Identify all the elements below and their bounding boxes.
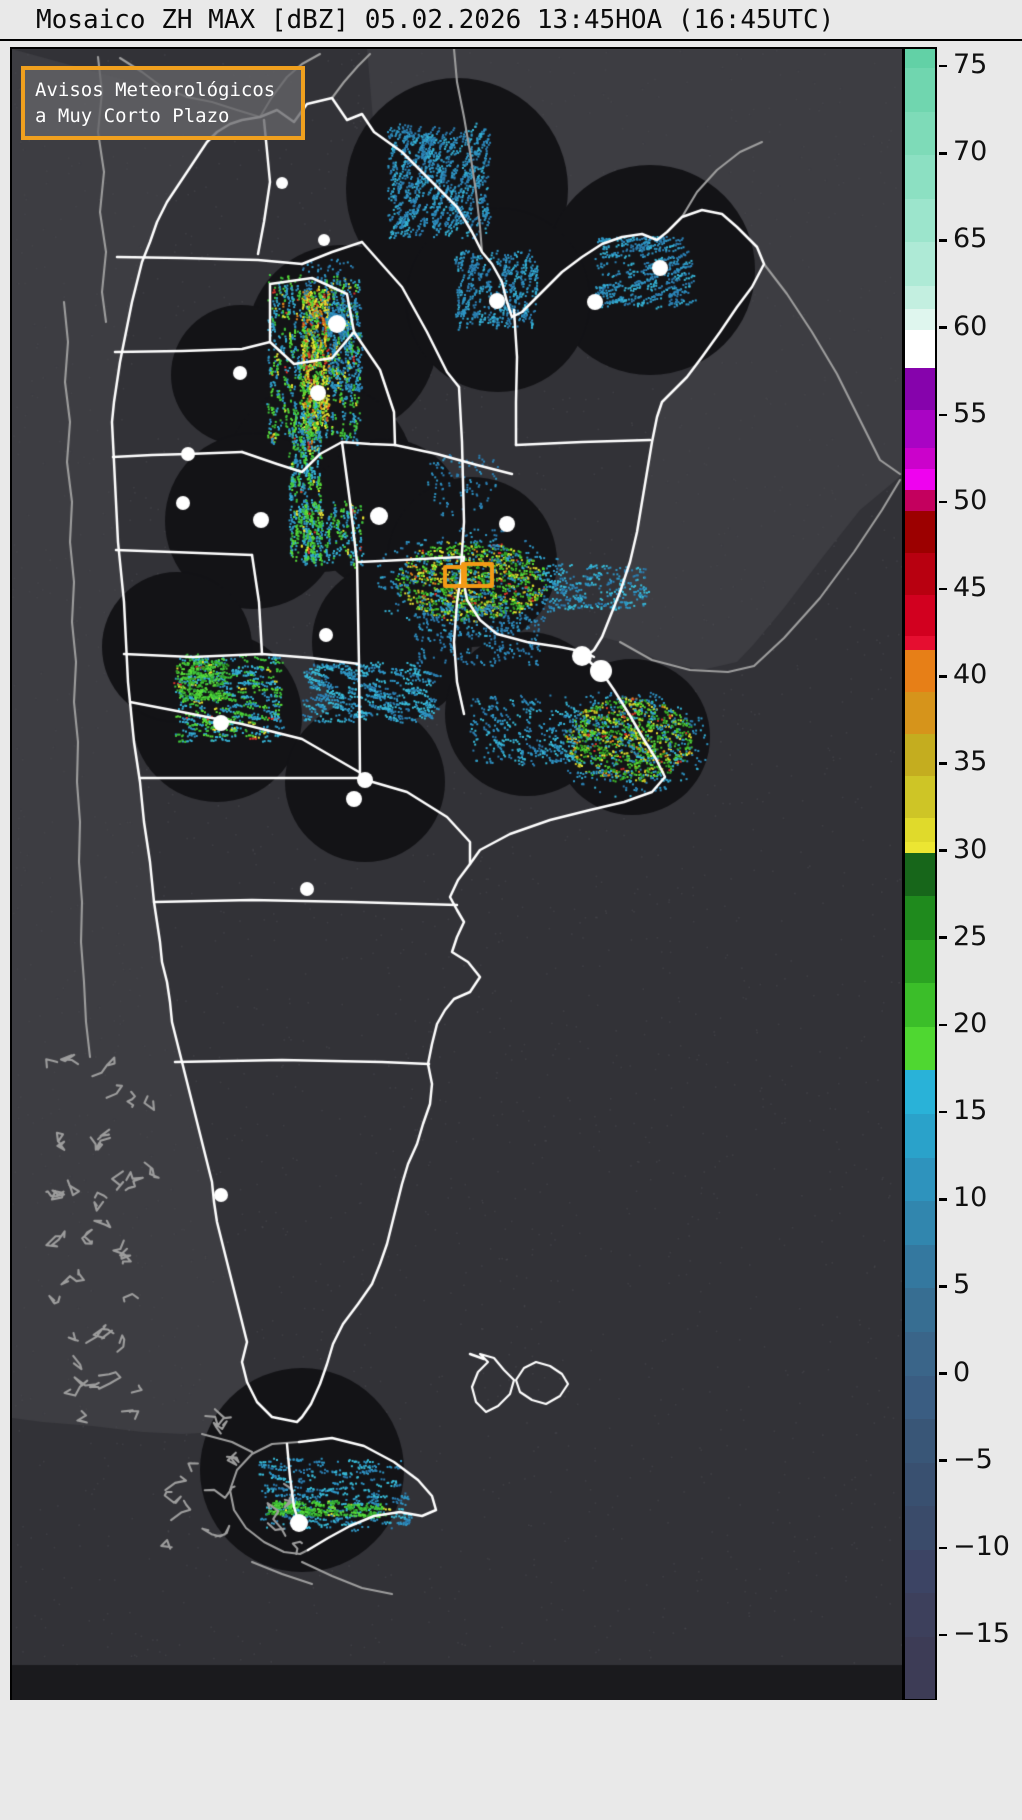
colorbar-segment [905, 1288, 935, 1333]
colorbar-segment [905, 817, 935, 843]
colorbar-segment [905, 1331, 935, 1377]
colorbar-segment [905, 469, 935, 491]
colorbar-tick-label: 60 [953, 310, 988, 342]
colorbar-segment [905, 1636, 935, 1699]
colorbar-tick-label: −10 [953, 1530, 1010, 1562]
colorbar-tick-label: 65 [953, 223, 988, 255]
colorbar-tick [939, 500, 947, 504]
colorbar-segment [905, 636, 935, 651]
colorbar-segment [905, 939, 935, 984]
colorbar-segment [905, 1506, 935, 1551]
colorbar-tick [939, 587, 947, 591]
colorbar-tick [939, 1197, 947, 1201]
colorbar-tick [939, 936, 947, 940]
colorbar-segment [905, 1244, 935, 1289]
colorbar-tick-label: 55 [953, 397, 988, 429]
colorbar-tick [939, 1285, 947, 1288]
footer: Servicio Meteorológico Nacional Argentin… [0, 1700, 1022, 1820]
colorbar-tick [939, 1023, 947, 1027]
colorbar-tick-label: −15 [953, 1617, 1010, 1649]
colorbar-segment [905, 286, 935, 310]
colorbar-segment [905, 155, 935, 200]
colorbar-segment [905, 983, 935, 1028]
colorbar-tick [939, 1546, 947, 1550]
warning-line-2: a Muy Corto Plazo [35, 105, 230, 127]
colorbar-tick-label: 50 [953, 484, 988, 516]
colorbar-tick-label: 35 [953, 746, 988, 778]
colorbar-tick [939, 849, 947, 852]
colorbar-segment [905, 409, 935, 449]
colorbar-tick [939, 1633, 947, 1637]
colorbar-segment [905, 594, 935, 638]
colorbar-segment [905, 692, 935, 735]
colorbar-tick-label: 20 [953, 1007, 988, 1039]
title-bar: Mosaico ZH MAX [dBZ] 05.02.2026 13:45HOA… [0, 0, 1022, 41]
colorbar-segment [905, 1201, 935, 1246]
colorbar-segment [905, 242, 935, 287]
colorbar-segment [905, 68, 935, 113]
colorbar-tick [939, 326, 947, 329]
colorbar-segment [905, 852, 935, 897]
colorbar-segment [905, 775, 935, 819]
colorbar-tick [939, 762, 947, 765]
colorbar-segment [905, 552, 935, 596]
warning-line-1: Avisos Meteorológicos [35, 79, 276, 101]
colorbar-segment [905, 329, 935, 369]
colorbar-tick [939, 1110, 947, 1114]
colorbar-tick-label: 40 [953, 659, 988, 691]
colorbar-segment [905, 1593, 935, 1638]
colorbar-segment [905, 1462, 935, 1507]
colorbar-segment [905, 111, 935, 156]
colorbar-tick [939, 1459, 947, 1462]
colorbar-tick-label: 45 [953, 572, 988, 604]
colorbar-segment [905, 448, 935, 470]
colorbar-tick-label: −5 [953, 1443, 993, 1475]
colorbar-tick [939, 1372, 947, 1375]
colorbar-segment [905, 198, 935, 244]
colorbar-tick [939, 64, 947, 68]
colorbar-segment [905, 510, 935, 554]
colorbar-tick-label: 10 [953, 1182, 988, 1214]
dbz-colorbar [903, 47, 937, 1700]
colorbar-tick-label: 5 [953, 1269, 971, 1301]
radar-map-canvas [12, 49, 902, 1702]
colorbar-segment [905, 49, 935, 69]
colorbar-segment [905, 1070, 935, 1115]
dbz-colorbar-ticks: 75 70 65 60 55 50 45 40 35 30 25 20 15 10 5 0 −5 −10 −15 [939, 47, 1019, 1700]
colorbar-tick-label: 15 [953, 1095, 988, 1127]
colorbar-segment [905, 1549, 935, 1594]
colorbar-segment [905, 734, 935, 777]
radar-map [10, 47, 904, 1704]
colorbar-tick [939, 413, 947, 417]
colorbar-segment [905, 308, 935, 331]
colorbar-segment [905, 650, 935, 693]
colorbar-tick-label: 30 [953, 833, 988, 865]
colorbar-segment [905, 1026, 935, 1072]
colorbar-segment [905, 1114, 935, 1159]
colorbar-tick [939, 674, 947, 678]
colorbar-tick-label: 70 [953, 136, 988, 168]
warning-box: Avisos Meteorológicos a Muy Corto Plazo [21, 66, 305, 140]
colorbar-segment [905, 1157, 935, 1202]
colorbar-tick-label: 75 [953, 49, 988, 81]
colorbar-segment [905, 490, 935, 512]
colorbar-segment [905, 842, 935, 854]
colorbar-tick [939, 152, 947, 155]
colorbar-tick [939, 239, 947, 242]
colorbar-tick-label: 0 [953, 1356, 971, 1388]
colorbar-segment [905, 1419, 935, 1464]
colorbar-segment [905, 1375, 935, 1420]
colorbar-segment [905, 367, 935, 411]
colorbar-segment [905, 896, 935, 941]
colorbar-tick-label: 25 [953, 920, 988, 952]
page-title: Mosaico ZH MAX [dBZ] 05.02.2026 13:45HOA… [36, 5, 835, 35]
